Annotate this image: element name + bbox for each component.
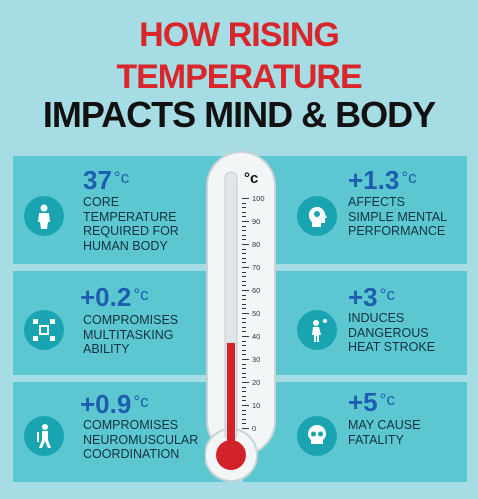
scale-minor-tick [242,308,246,310]
scale-label: 20 [252,377,261,387]
fact-band-right-2 [243,271,467,375]
scale-label: 10 [252,400,261,410]
fact-band-right-3 [243,382,467,482]
fact-value-heat-stroke: +3 °c [348,282,395,312]
scale-minor-tick [242,294,246,296]
scale-major-tick [242,405,249,406]
fact-text-core-temp: CORE TEMPERATURE REQUIRED FOR HUMAN BODY [83,195,179,253]
fact-value-mental: +1.3 °c [348,165,417,195]
multitasking-icon [24,310,64,350]
scale-major-tick [242,313,249,314]
scale-minor-tick [242,202,246,204]
scale-minor-tick [242,262,246,264]
title-line-1: HOW RISING [139,16,340,54]
scale-label: 80 [252,239,261,249]
scale-minor-tick [242,271,246,273]
scale-minor-tick [242,391,246,393]
scale-minor-tick [242,372,246,374]
scale-minor-tick [242,423,246,425]
scale-major-tick [242,221,249,222]
scale-minor-tick [242,248,246,250]
fact-band-right-1 [243,156,467,264]
scale-minor-tick [242,230,246,232]
scale-minor-tick [242,414,246,416]
title-line-3: IMPACTS MIND & BODY [42,94,436,135]
neuromuscular-icon [24,416,64,456]
scale-label: 70 [252,262,261,272]
scale-minor-tick [242,354,246,356]
scale-minor-tick [242,211,246,213]
scale-major-tick [242,428,249,429]
fact-value-core-temp: 37 °c [83,165,130,195]
scale-major-tick [242,290,249,291]
scale-minor-tick [242,207,246,209]
scale-minor-tick [242,340,246,342]
scale-minor-tick [242,216,246,218]
fact-text-fatality: MAY CAUSE FATALITY [348,418,421,447]
fact-text-mental: AFFECTS SIMPLE MENTAL PERFORMANCE [348,195,448,238]
scale-minor-tick [242,257,246,259]
scale-minor-tick [242,326,246,328]
scale-label: 30 [252,354,261,364]
scale-minor-tick [242,349,246,351]
scale-minor-tick [242,395,246,397]
scale-minor-tick [242,225,246,227]
fact-value-multitasking: +0.2 °c [80,282,149,312]
mercury-column [227,342,235,450]
scale-label: 0 [252,423,257,433]
scale-minor-tick [242,409,246,411]
scale-label: 60 [252,285,261,295]
scale-minor-tick [242,299,246,301]
scale-minor-tick [242,322,246,324]
scale-minor-tick [242,317,246,319]
thermometer [205,151,276,482]
title-line-2: TEMPERATURE [116,58,362,96]
scale-minor-tick [242,276,246,278]
fact-text-heat-stroke: INDUCES DANGEROUS HEAT STROKE [348,311,436,354]
scale-minor-tick [242,377,246,379]
fact-value-neuromuscular: +0.9 °c [80,389,149,419]
scale-minor-tick [242,253,246,255]
scale-label: 90 [252,216,261,226]
fact-text-multitasking: COMPROMISES MULTITASKING ABILITY [83,313,179,356]
scale-minor-tick [242,331,246,333]
scale-minor-tick [242,368,246,370]
scale-major-tick [242,336,249,337]
brain-head-icon [297,196,337,236]
thermometer-unit: °c [244,170,259,187]
scale-minor-tick [242,239,246,241]
scale-major-tick [242,382,249,383]
fact-text-neuromuscular: COMPROMISES NEUROMUSCULAR COORDINATION [83,418,199,461]
thermometer-bulb [216,440,246,470]
scale-minor-tick [242,285,246,287]
fact-value-fatality: +5 °c [348,387,395,417]
scale-label: 40 [252,331,261,341]
scale-label: 50 [252,308,261,318]
scale-minor-tick [242,400,246,402]
scale-major-tick [242,267,249,268]
scale-minor-tick [242,234,246,236]
scale-major-tick [242,244,249,245]
scale-label: 100 [252,193,265,203]
scale-minor-tick [242,418,246,420]
scale-minor-tick [242,280,246,282]
scale-minor-tick [242,303,246,305]
scale-major-tick [242,359,249,360]
human-body-icon [24,196,64,236]
heat-stroke-icon [297,310,337,350]
scale-major-tick [242,198,249,199]
skull-icon [297,416,337,456]
scale-minor-tick [242,363,246,365]
scale-minor-tick [242,345,246,347]
scale-minor-tick [242,386,246,388]
